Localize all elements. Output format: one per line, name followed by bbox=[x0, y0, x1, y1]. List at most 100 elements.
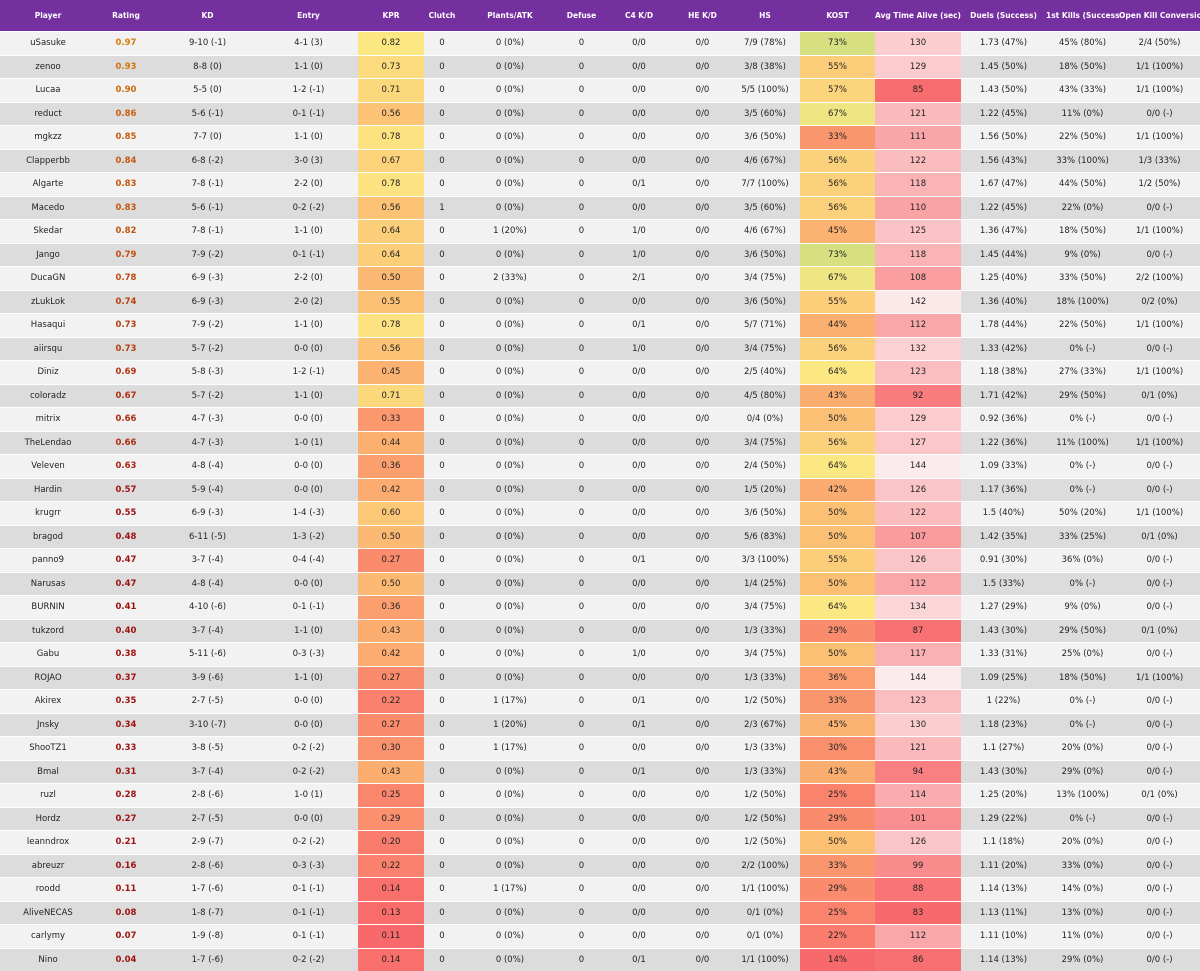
open-kill-conversion-cell: 0/0 (-) bbox=[1119, 878, 1200, 902]
defuse-cell: 0 bbox=[560, 525, 603, 549]
first-kills-cell: 18% (100%) bbox=[1046, 290, 1119, 314]
column-header-open-kill-conversion[interactable]: Open Kill Conversion bbox=[1119, 0, 1200, 32]
column-header-duels-success[interactable]: Duels (Success) bbox=[961, 0, 1046, 32]
plants-cell: 0 (0%) bbox=[460, 361, 560, 385]
entry-cell: 0-1 (-1) bbox=[259, 102, 358, 126]
first-kills-cell: 29% (50%) bbox=[1046, 619, 1119, 643]
player-name: BURNIN bbox=[0, 596, 96, 620]
entry-cell: 1-3 (-2) bbox=[259, 525, 358, 549]
first-kills-cell: 0% (-) bbox=[1046, 455, 1119, 479]
he-kd-cell: 0/0 bbox=[675, 854, 730, 878]
rating-cell: 0.38 bbox=[96, 643, 156, 667]
he-kd-cell: 0/0 bbox=[675, 831, 730, 855]
he-kd-cell: 0/0 bbox=[675, 572, 730, 596]
entry-cell: 4-1 (3) bbox=[259, 32, 358, 56]
c4-kd-cell: 0/0 bbox=[603, 737, 675, 761]
clutch-cell: 0 bbox=[424, 478, 460, 502]
column-header-1st-kills-success[interactable]: 1st Kills (Success) bbox=[1046, 0, 1119, 32]
open-kill-conversion-cell: 2/2 (100%) bbox=[1119, 267, 1200, 291]
player-name: Hardin bbox=[0, 478, 96, 502]
kd-cell: 3-7 (-4) bbox=[156, 549, 259, 573]
column-header-rating[interactable]: Rating bbox=[96, 0, 156, 32]
column-header-he-k-d[interactable]: HE K/D bbox=[675, 0, 730, 32]
kost-cell: 64% bbox=[800, 455, 875, 479]
hs-cell: 1/1 (100%) bbox=[730, 878, 800, 902]
kpr-cell: 0.55 bbox=[358, 290, 424, 314]
player-name: TheLendao bbox=[0, 431, 96, 455]
first-kills-cell: 0% (-) bbox=[1046, 572, 1119, 596]
defuse-cell: 0 bbox=[560, 572, 603, 596]
player-name: Macedo bbox=[0, 196, 96, 220]
plants-cell: 0 (0%) bbox=[460, 854, 560, 878]
first-kills-cell: 18% (50%) bbox=[1046, 55, 1119, 79]
avg-time-alive-cell: 144 bbox=[875, 666, 961, 690]
defuse-cell: 0 bbox=[560, 502, 603, 526]
duels-cell: 1.22 (45%) bbox=[961, 102, 1046, 126]
duels-cell: 1.5 (40%) bbox=[961, 502, 1046, 526]
column-header-avg-time-alive-sec[interactable]: Avg Time Alive (sec) bbox=[875, 0, 961, 32]
kd-cell: 7-9 (-2) bbox=[156, 314, 259, 338]
rating-cell: 0.28 bbox=[96, 784, 156, 808]
entry-cell: 0-0 (0) bbox=[259, 478, 358, 502]
hs-cell: 7/9 (78%) bbox=[730, 32, 800, 56]
defuse-cell: 0 bbox=[560, 643, 603, 667]
avg-time-alive-cell: 130 bbox=[875, 713, 961, 737]
column-header-player[interactable]: Player bbox=[0, 0, 96, 32]
rating-cell: 0.93 bbox=[96, 55, 156, 79]
hs-cell: 4/6 (67%) bbox=[730, 220, 800, 244]
hs-cell: 1/3 (33%) bbox=[730, 619, 800, 643]
c4-kd-cell: 0/0 bbox=[603, 666, 675, 690]
column-header-hs[interactable]: HS bbox=[730, 0, 800, 32]
clutch-cell: 0 bbox=[424, 267, 460, 291]
avg-time-alive-cell: 122 bbox=[875, 149, 961, 173]
kost-cell: 50% bbox=[800, 643, 875, 667]
defuse-cell: 0 bbox=[560, 619, 603, 643]
column-header-c4-k-d[interactable]: C4 K/D bbox=[603, 0, 675, 32]
kd-cell: 8-8 (0) bbox=[156, 55, 259, 79]
open-kill-conversion-cell: 0/1 (0%) bbox=[1119, 784, 1200, 808]
hs-cell: 3/4 (75%) bbox=[730, 337, 800, 361]
avg-time-alive-cell: 132 bbox=[875, 337, 961, 361]
avg-time-alive-cell: 123 bbox=[875, 361, 961, 385]
kd-cell: 5-7 (-2) bbox=[156, 337, 259, 361]
player-name: Nino bbox=[0, 948, 96, 971]
column-header-kpr[interactable]: KPR bbox=[358, 0, 424, 32]
defuse-cell: 0 bbox=[560, 690, 603, 714]
rating-cell: 0.82 bbox=[96, 220, 156, 244]
entry-cell: 0-2 (-2) bbox=[259, 760, 358, 784]
kd-cell: 5-9 (-4) bbox=[156, 478, 259, 502]
c4-kd-cell: 0/0 bbox=[603, 525, 675, 549]
column-header-kd[interactable]: KD bbox=[156, 0, 259, 32]
avg-time-alive-cell: 129 bbox=[875, 55, 961, 79]
avg-time-alive-cell: 126 bbox=[875, 549, 961, 573]
rating-cell: 0.35 bbox=[96, 690, 156, 714]
column-header-clutch[interactable]: Clutch bbox=[424, 0, 460, 32]
column-header-defuse[interactable]: Defuse bbox=[560, 0, 603, 32]
plants-cell: 0 (0%) bbox=[460, 455, 560, 479]
rating-cell: 0.33 bbox=[96, 737, 156, 761]
he-kd-cell: 0/0 bbox=[675, 478, 730, 502]
kd-cell: 2-9 (-7) bbox=[156, 831, 259, 855]
kd-cell: 4-7 (-3) bbox=[156, 408, 259, 432]
he-kd-cell: 0/0 bbox=[675, 267, 730, 291]
avg-time-alive-cell: 94 bbox=[875, 760, 961, 784]
player-name: abreuzr bbox=[0, 854, 96, 878]
column-header-plants-atk[interactable]: Plants/ATK bbox=[460, 0, 560, 32]
hs-cell: 1/2 (50%) bbox=[730, 807, 800, 831]
kpr-cell: 0.82 bbox=[358, 32, 424, 56]
avg-time-alive-cell: 126 bbox=[875, 831, 961, 855]
plants-cell: 0 (0%) bbox=[460, 314, 560, 338]
kost-cell: 64% bbox=[800, 361, 875, 385]
kd-cell: 6-11 (-5) bbox=[156, 525, 259, 549]
column-header-entry[interactable]: Entry bbox=[259, 0, 358, 32]
plants-cell: 0 (0%) bbox=[460, 337, 560, 361]
entry-cell: 1-2 (-1) bbox=[259, 361, 358, 385]
kost-cell: 29% bbox=[800, 619, 875, 643]
clutch-cell: 0 bbox=[424, 32, 460, 56]
he-kd-cell: 0/0 bbox=[675, 126, 730, 150]
kpr-cell: 0.73 bbox=[358, 55, 424, 79]
column-header-kost[interactable]: KOST bbox=[800, 0, 875, 32]
duels-cell: 1 (22%) bbox=[961, 690, 1046, 714]
